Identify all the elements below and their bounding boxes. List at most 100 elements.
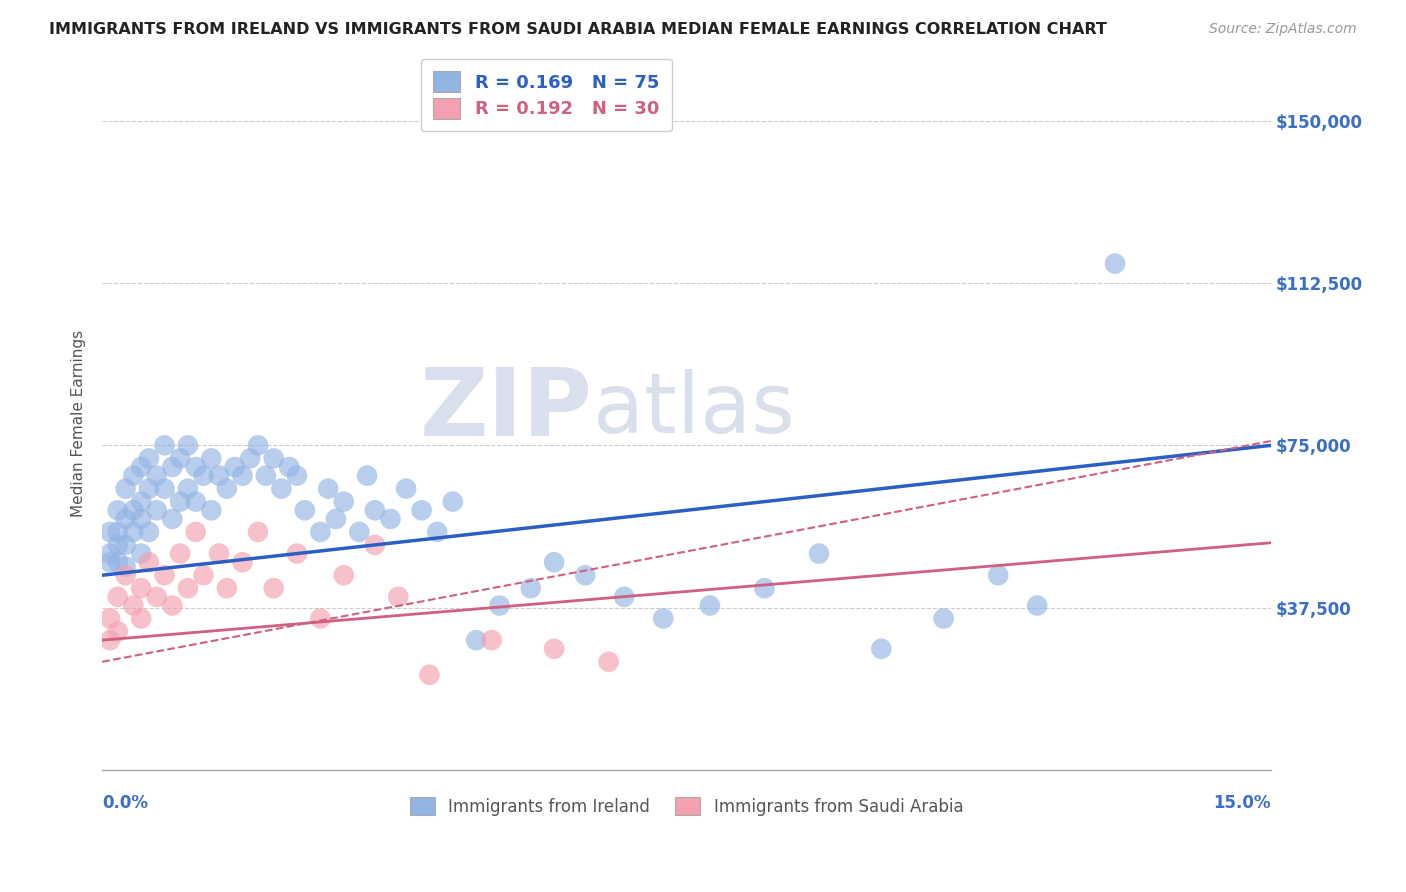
Point xyxy=(598,655,620,669)
Point xyxy=(208,468,231,483)
Point xyxy=(231,555,253,569)
Point xyxy=(162,599,184,613)
Point xyxy=(129,460,152,475)
Point xyxy=(107,624,129,639)
Point xyxy=(107,538,129,552)
Point xyxy=(652,611,675,625)
Point xyxy=(987,568,1010,582)
Point xyxy=(153,482,176,496)
Point xyxy=(138,524,160,539)
Point xyxy=(98,633,121,648)
Point xyxy=(325,512,347,526)
Point xyxy=(114,538,136,552)
Point xyxy=(364,503,387,517)
Legend: Immigrants from Ireland, Immigrants from Saudi Arabia: Immigrants from Ireland, Immigrants from… xyxy=(402,789,972,824)
Point xyxy=(107,555,129,569)
Point xyxy=(309,611,332,625)
Point xyxy=(114,559,136,574)
Point xyxy=(380,512,402,526)
Point xyxy=(349,524,371,539)
Text: 0.0%: 0.0% xyxy=(103,794,148,812)
Point xyxy=(239,451,262,466)
Point xyxy=(543,555,565,569)
Point xyxy=(309,524,332,539)
Point xyxy=(411,503,433,517)
Point xyxy=(387,590,409,604)
Point xyxy=(98,555,121,569)
Point xyxy=(808,547,831,561)
Point xyxy=(418,667,440,681)
Point xyxy=(285,468,308,483)
Point xyxy=(215,482,238,496)
Point xyxy=(193,568,215,582)
Point xyxy=(332,494,354,508)
Point xyxy=(98,611,121,625)
Point xyxy=(247,438,270,452)
Y-axis label: Median Female Earnings: Median Female Earnings xyxy=(72,330,86,517)
Point xyxy=(98,547,121,561)
Point xyxy=(129,581,152,595)
Point xyxy=(870,641,893,656)
Point xyxy=(162,460,184,475)
Text: 15.0%: 15.0% xyxy=(1213,794,1271,812)
Point xyxy=(699,599,721,613)
Point xyxy=(107,590,129,604)
Point xyxy=(153,438,176,452)
Point xyxy=(263,451,285,466)
Point xyxy=(481,633,503,648)
Point xyxy=(247,524,270,539)
Point xyxy=(316,482,339,496)
Point xyxy=(574,568,596,582)
Point xyxy=(200,451,222,466)
Point xyxy=(129,494,152,508)
Point xyxy=(184,524,207,539)
Point xyxy=(356,468,378,483)
Point xyxy=(114,568,136,582)
Point xyxy=(193,468,215,483)
Point xyxy=(122,524,145,539)
Point xyxy=(145,468,167,483)
Point xyxy=(184,460,207,475)
Point xyxy=(208,547,231,561)
Point xyxy=(263,581,285,595)
Point xyxy=(122,468,145,483)
Point xyxy=(114,482,136,496)
Point xyxy=(107,503,129,517)
Point xyxy=(129,547,152,561)
Text: ZIP: ZIP xyxy=(420,364,593,456)
Point xyxy=(177,581,200,595)
Point xyxy=(294,503,316,517)
Point xyxy=(543,641,565,656)
Point xyxy=(169,547,191,561)
Point xyxy=(1026,599,1049,613)
Point xyxy=(254,468,277,483)
Point xyxy=(441,494,464,508)
Point xyxy=(184,494,207,508)
Point xyxy=(278,460,301,475)
Text: Source: ZipAtlas.com: Source: ZipAtlas.com xyxy=(1209,22,1357,37)
Point xyxy=(177,438,200,452)
Point xyxy=(177,482,200,496)
Point xyxy=(169,451,191,466)
Point xyxy=(153,568,176,582)
Text: atlas: atlas xyxy=(593,369,794,450)
Point xyxy=(754,581,776,595)
Point xyxy=(332,568,354,582)
Point xyxy=(200,503,222,517)
Point xyxy=(519,581,541,595)
Point xyxy=(613,590,636,604)
Point xyxy=(138,451,160,466)
Point xyxy=(145,590,167,604)
Point xyxy=(395,482,418,496)
Point xyxy=(231,468,253,483)
Point xyxy=(122,599,145,613)
Point xyxy=(270,482,292,496)
Point xyxy=(129,512,152,526)
Point xyxy=(1104,256,1126,270)
Point xyxy=(98,524,121,539)
Point xyxy=(122,503,145,517)
Text: IMMIGRANTS FROM IRELAND VS IMMIGRANTS FROM SAUDI ARABIA MEDIAN FEMALE EARNINGS C: IMMIGRANTS FROM IRELAND VS IMMIGRANTS FR… xyxy=(49,22,1107,37)
Point xyxy=(426,524,449,539)
Point xyxy=(169,494,191,508)
Point xyxy=(114,512,136,526)
